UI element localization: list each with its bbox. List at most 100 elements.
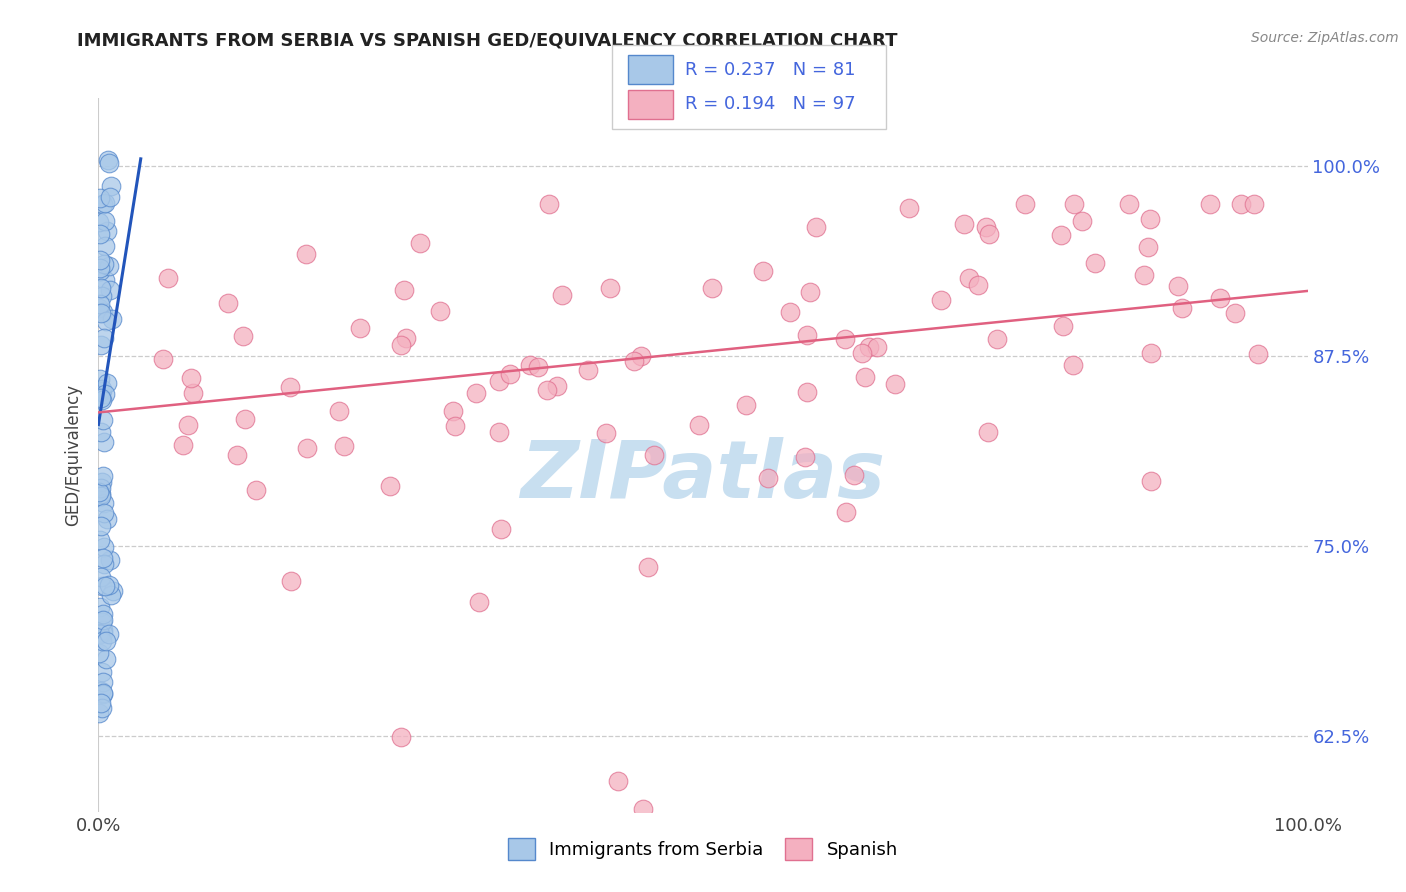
Point — [90, 306, 112, 320]
Point — [98, 627, 121, 641]
Point — [90, 393, 112, 408]
Point — [1198, 197, 1220, 211]
Point — [96, 512, 118, 526]
Point — [101, 584, 124, 599]
Text: ZIPatlas: ZIPatlas — [520, 437, 886, 516]
Point — [93, 239, 115, 253]
Point — [91, 579, 114, 593]
Point — [90, 382, 112, 396]
Point — [551, 288, 574, 302]
Point — [94, 273, 117, 287]
Point — [180, 370, 202, 384]
Point — [90, 696, 112, 710]
Point — [278, 380, 301, 394]
Point — [183, 386, 205, 401]
Point — [756, 470, 779, 484]
Point — [91, 550, 114, 565]
Point — [152, 352, 174, 367]
Point — [98, 190, 121, 204]
Point — [976, 220, 998, 235]
Point — [90, 701, 112, 715]
Point — [93, 558, 115, 572]
Point — [519, 358, 541, 372]
Point — [90, 289, 112, 303]
Text: R = 0.194   N = 97: R = 0.194 N = 97 — [685, 95, 855, 113]
Point — [91, 626, 114, 640]
Point — [977, 425, 1000, 439]
Point — [89, 261, 111, 276]
Point — [94, 651, 117, 665]
Point — [91, 686, 114, 700]
Point — [441, 404, 464, 418]
Point — [1140, 474, 1163, 488]
Point — [349, 320, 371, 334]
Point — [1063, 197, 1085, 211]
Point — [97, 153, 120, 167]
Point — [90, 338, 112, 352]
Point — [96, 223, 118, 237]
Point — [1140, 346, 1163, 360]
Point — [853, 370, 876, 384]
Point — [98, 578, 121, 592]
Point — [1230, 197, 1253, 211]
Point — [91, 305, 114, 319]
Point — [546, 378, 568, 392]
Point — [100, 589, 122, 603]
Point — [595, 425, 617, 440]
Point — [884, 377, 907, 392]
Point — [957, 271, 980, 285]
Point — [295, 247, 318, 261]
Point — [90, 486, 112, 500]
Point — [599, 281, 621, 295]
Point — [90, 481, 112, 495]
Point — [1243, 197, 1265, 211]
Point — [392, 283, 415, 297]
Text: IMMIGRANTS FROM SERBIA VS SPANISH GED/EQUIVALENCY CORRELATION CHART: IMMIGRANTS FROM SERBIA VS SPANISH GED/EQ… — [77, 31, 898, 49]
Point — [986, 332, 1008, 346]
Point — [851, 346, 873, 360]
Point — [89, 297, 111, 311]
Point — [631, 802, 654, 816]
Point — [1118, 197, 1140, 211]
Point — [752, 263, 775, 277]
Point — [91, 197, 114, 211]
Point — [488, 374, 510, 388]
Point — [688, 418, 710, 433]
Point — [389, 338, 412, 352]
Point — [408, 235, 430, 250]
Point — [93, 496, 115, 510]
Point — [1136, 240, 1159, 254]
Point — [94, 634, 117, 648]
Point — [93, 541, 115, 555]
Point — [93, 435, 115, 450]
Point — [90, 519, 112, 533]
Point — [389, 731, 412, 745]
Point — [93, 469, 115, 483]
Point — [89, 533, 111, 547]
Text: Source: ZipAtlas.com: Source: ZipAtlas.com — [1251, 31, 1399, 45]
Point — [702, 281, 724, 295]
Point — [295, 441, 318, 455]
Point — [834, 332, 856, 346]
Point — [90, 615, 112, 629]
Point — [100, 179, 122, 194]
Point — [1062, 359, 1084, 373]
Point — [378, 479, 401, 493]
Point — [1071, 214, 1094, 228]
Point — [93, 214, 115, 228]
Point — [395, 331, 418, 345]
Point — [779, 305, 801, 319]
Point — [488, 425, 510, 439]
Point — [1223, 306, 1246, 320]
Point — [217, 296, 239, 310]
Point — [172, 438, 194, 452]
Point — [94, 195, 117, 210]
Point — [87, 484, 110, 499]
Point — [93, 687, 115, 701]
Text: R = 0.237   N = 81: R = 0.237 N = 81 — [685, 61, 855, 78]
Point — [637, 559, 659, 574]
Point — [576, 363, 599, 377]
Point — [89, 252, 111, 267]
Point — [607, 774, 630, 789]
Point — [804, 220, 827, 235]
